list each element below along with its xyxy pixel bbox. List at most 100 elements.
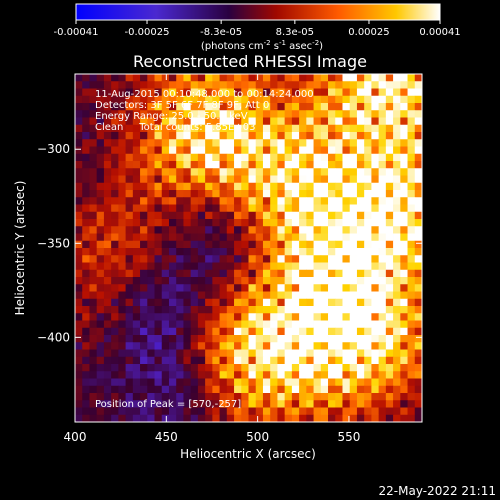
heatmap-cell: [183, 306, 192, 314]
heatmap-cell: [205, 248, 213, 256]
heatmap-cell: [190, 320, 199, 329]
heatmap-cell: [349, 284, 358, 292]
heatmap-cell: [125, 240, 134, 249]
heatmap-cell: [168, 74, 177, 82]
heatmap-cell: [75, 219, 83, 227]
heatmap-cell: [176, 81, 184, 89]
heatmap-cell: [291, 103, 300, 111]
heatmap-cell: [219, 153, 228, 162]
heatmap-cell: [407, 320, 416, 329]
heatmap-cell: [313, 269, 322, 278]
heatmap-cell: [306, 124, 314, 133]
heatmap-cell: [320, 364, 329, 372]
heatmap-cell: [313, 168, 322, 176]
heatmap-cell: [111, 182, 119, 191]
heatmap-cell: [378, 110, 387, 118]
heatmap-cell: [205, 284, 213, 292]
heatmap-cell: [262, 103, 271, 111]
heatmap-cell: [299, 327, 307, 336]
heatmap-cell: [414, 81, 423, 89]
heatmap-cell: [349, 124, 358, 133]
heatmap-cell: [400, 124, 408, 133]
heatmap-cell: [306, 262, 314, 271]
heatmap-cell: [320, 103, 329, 111]
heatmap-cell: [291, 81, 300, 89]
heatmap-cell: [132, 277, 141, 285]
heatmap-cell: [277, 298, 286, 307]
heatmap-cell: [378, 74, 387, 82]
heatmap-cell: [190, 349, 199, 358]
y-tick-label: −300: [37, 142, 70, 156]
heatmap-cell: [234, 219, 242, 227]
heatmap-cell: [356, 327, 365, 336]
heatmap-cell: [407, 393, 416, 401]
heatmap-cell: [183, 74, 192, 82]
heatmap-cell: [89, 255, 98, 263]
heatmap-cell: [262, 95, 271, 104]
heatmap-cell: [342, 233, 351, 242]
heatmap-cell: [248, 342, 257, 350]
heatmap-cell: [248, 204, 257, 213]
heatmap-cell: [125, 110, 134, 118]
heatmap-cell: [176, 74, 184, 82]
heatmap-cell: [407, 117, 416, 126]
heatmap-cell: [306, 139, 314, 147]
heatmap-cell: [414, 219, 423, 227]
heatmap-cell: [241, 371, 249, 379]
heatmap-cell: [335, 356, 343, 365]
heatmap-cell: [378, 393, 387, 401]
heatmap-cell: [400, 262, 408, 271]
heatmap-cell: [385, 219, 394, 227]
heatmap-cell: [82, 117, 90, 126]
heatmap-cell: [154, 356, 163, 365]
colorbar-label: (photons cm-2 s-1 asec-2): [201, 39, 323, 52]
heatmap-cell: [342, 117, 351, 126]
heatmap-cell: [299, 385, 307, 394]
heatmap-cell: [356, 277, 365, 285]
heatmap-cell: [111, 240, 119, 249]
heatmap-cell: [270, 168, 278, 176]
heatmap-cell: [197, 190, 206, 198]
heatmap-cell: [320, 88, 329, 97]
heatmap-cell: [364, 110, 372, 118]
heatmap-cell: [154, 168, 163, 176]
heatmap-cell: [140, 342, 148, 350]
heatmap-cell: [103, 298, 112, 307]
heatmap-cell: [400, 168, 408, 176]
heatmap-cell: [342, 393, 351, 401]
heatmap-cell: [306, 132, 314, 140]
heatmap-cell: [212, 269, 220, 278]
heatmap-cell: [147, 320, 155, 329]
heatmap-cell: [378, 400, 387, 408]
heatmap-cell: [371, 95, 380, 104]
heatmap-cell: [205, 327, 213, 336]
heatmap-cell: [328, 204, 336, 213]
heatmap-cell: [197, 146, 206, 155]
heatmap-cell: [154, 211, 163, 220]
heatmap-cell: [154, 74, 163, 82]
heatmap-cell: [385, 407, 394, 416]
heatmap-cell: [277, 110, 286, 118]
heatmap-cell: [82, 211, 90, 220]
heatmap-cell: [291, 327, 300, 336]
heatmap-cell: [190, 211, 199, 220]
heatmap-cell: [96, 400, 105, 408]
heatmap-cell: [168, 219, 177, 227]
heatmap-cell: [414, 168, 423, 176]
heatmap-cell: [168, 95, 177, 104]
heatmap-cell: [328, 124, 336, 133]
heatmap-cell: [82, 313, 90, 321]
heatmap-cell: [190, 168, 199, 176]
heatmap-cell: [147, 385, 155, 394]
heatmap-cell: [197, 298, 206, 307]
heatmap-cell: [190, 335, 199, 343]
heatmap-cell: [241, 400, 249, 408]
heatmap-cell: [219, 139, 228, 147]
heatmap-cell: [96, 117, 105, 126]
heatmap-cell: [118, 168, 127, 176]
heatmap-cell: [371, 320, 380, 329]
heatmap-cell: [140, 103, 148, 111]
heatmap-cell: [125, 393, 134, 401]
heatmap-cell: [147, 117, 155, 126]
heatmap-cell: [103, 153, 112, 162]
